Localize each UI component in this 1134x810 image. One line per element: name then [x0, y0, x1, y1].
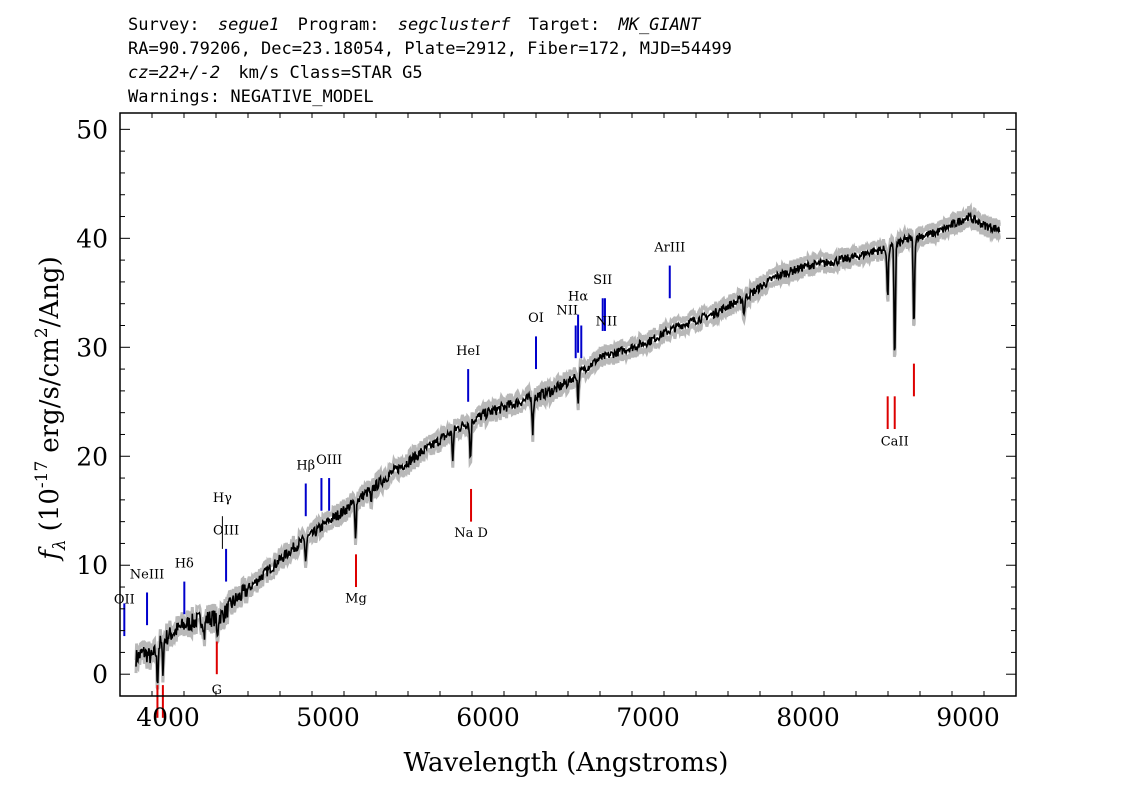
x-axis-title: Wavelength (Angstroms) — [404, 748, 729, 778]
plot-frame — [119, 112, 1017, 697]
x-tick-label: 4000 — [136, 703, 200, 732]
emission-line-label: Hβ — [296, 458, 315, 473]
header-line-4: Warnings: NEGATIVE_MODEL — [128, 87, 374, 107]
program-value: segclusterf — [398, 15, 511, 35]
emission-line-label: OI — [528, 311, 544, 326]
emission-line-label: Hγ — [213, 491, 232, 506]
y-tick-label: 50 — [76, 115, 108, 144]
y-axis-title: fλ(10-17erg/s/cm2/Ang) — [32, 256, 70, 561]
survey-value: segue1 — [218, 15, 279, 35]
y-axis-exp2: 2 — [32, 327, 52, 338]
emission-line-label: SII — [593, 273, 612, 288]
x-tick-label: 6000 — [456, 703, 520, 732]
spectrum-line — [135, 211, 1001, 684]
emission-line-label: OII — [114, 592, 135, 607]
y-axis-exp1: -17 — [32, 461, 52, 488]
y-tick-label: 30 — [76, 333, 108, 362]
y-tick-label: 20 — [76, 442, 108, 471]
emission-line-label: OIII — [213, 524, 239, 539]
header-line-1: Survey: segue1 Program: segclusterf Targ… — [128, 15, 702, 35]
target-value: MK_GIANT — [617, 15, 702, 35]
survey-label: Survey: — [128, 15, 200, 35]
y-axis-lambda: λ — [50, 539, 70, 551]
error-band-lower — [134, 215, 1001, 690]
emission-line-label: ArIII — [653, 240, 685, 255]
y-tick-label: 0 — [92, 660, 108, 689]
target-label: Target: — [529, 15, 601, 35]
error-band-upper — [134, 202, 1001, 677]
emission-line-label: OIII — [316, 453, 342, 468]
emission-line-label: NeIII — [130, 567, 164, 582]
absorption-line-label: Mg — [345, 591, 367, 606]
absorption-line-label: G — [212, 683, 222, 698]
x-tick-label: 8000 — [776, 703, 840, 732]
y-tick-label: 40 — [76, 224, 108, 253]
absorption-line-label: CaII — [881, 434, 909, 449]
plot-header: Survey: segue1 Program: segclusterf Targ… — [128, 15, 732, 107]
y-axis-mid: erg/s/cm — [35, 338, 65, 453]
spectrum-group — [134, 202, 1001, 690]
header-line-3: cz=22+/-2 km/s Class=STAR G5 — [128, 63, 423, 83]
y-axis-close: /Ang) — [35, 256, 65, 327]
absorption-line-label: Na D — [454, 526, 488, 541]
svg-text:fλ(10-17erg/s/cm2/Ang): fλ(10-17erg/s/cm2/Ang) — [32, 256, 70, 561]
x-tick-label: 5000 — [296, 703, 360, 732]
class-value: km/s Class=STAR G5 — [238, 63, 422, 83]
emission-line-label: Hα — [568, 289, 588, 304]
header-line-2: RA=90.79206, Dec=23.18054, Plate=2912, F… — [128, 39, 732, 59]
x-tick-label: 9000 — [936, 703, 1000, 732]
y-axis-open: (10 — [35, 488, 65, 531]
redshift-value: cz=22+/-2 — [128, 63, 220, 83]
emission-line-label: HeI — [456, 344, 480, 359]
axes: 4000 5000 6000 7000 8000 9000 0 10 20 30 40 50 — [76, 112, 1017, 732]
emission-line-label: NII — [596, 314, 618, 329]
x-tick-label: 7000 — [616, 703, 680, 732]
emission-line-label: Hδ — [175, 556, 194, 571]
emission-line-label: NII — [556, 304, 578, 319]
y-tick-label: 10 — [76, 551, 108, 580]
program-label: Program: — [298, 15, 380, 35]
